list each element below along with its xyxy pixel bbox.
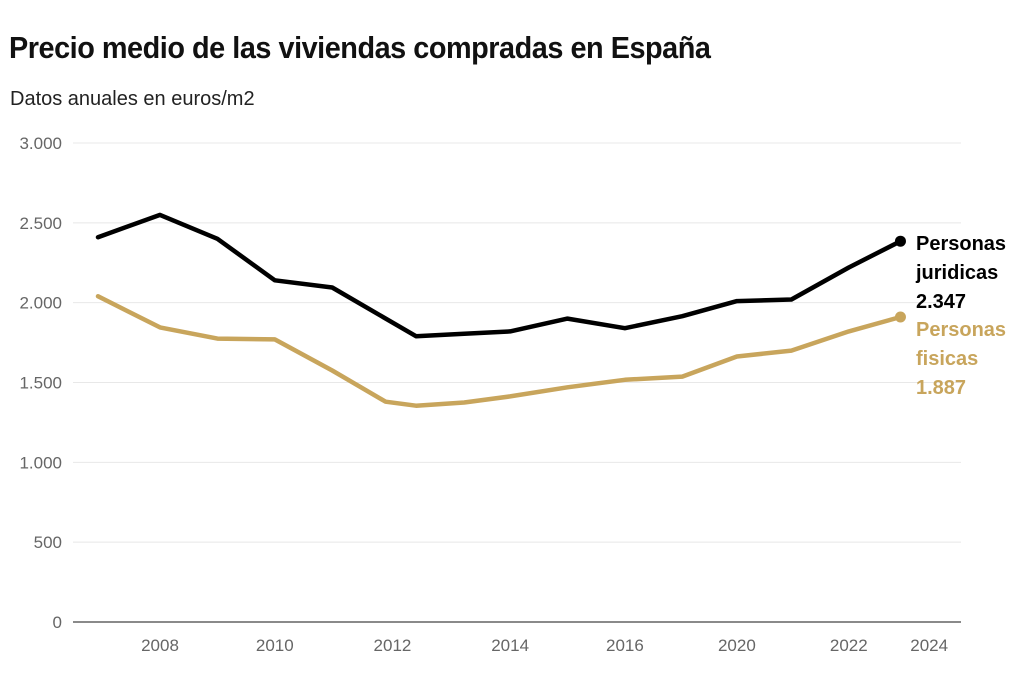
- series-label: juridicas: [915, 262, 998, 284]
- x-tick-label: 2022: [830, 636, 868, 655]
- x-tick-label: 2008: [141, 636, 179, 655]
- x-axis-ticks: 2008 2010 2012 2014 2016 2020 2022 2024: [141, 636, 948, 655]
- x-tick-label: 2010: [256, 636, 294, 655]
- series-lines: [95, 212, 906, 408]
- series-end-labels: Personas juridicas 2.347 Personas fisicas 1.8…: [915, 233, 1006, 399]
- series-line-personas-juridicas: [95, 212, 903, 339]
- x-tick-label: 2014: [491, 636, 529, 655]
- chart-title: Precio medio de las viviendas compradas …: [9, 30, 711, 65]
- series-end-marker: [894, 235, 906, 247]
- series-label: Personas: [916, 233, 1006, 255]
- y-tick-label: 500: [34, 533, 62, 552]
- series-end-value: 1.887: [916, 377, 966, 399]
- y-tick-label: 2.000: [19, 294, 62, 313]
- y-tick-label: 2.500: [19, 214, 62, 233]
- y-tick-label: 0: [53, 613, 62, 632]
- x-tick-label: 2012: [374, 636, 412, 655]
- x-tick-label: 2016: [606, 636, 644, 655]
- x-tick-label: 2020: [718, 636, 756, 655]
- chart-subtitle: Datos anuales en euros/m2: [10, 88, 255, 110]
- y-tick-label: 1.000: [19, 453, 62, 472]
- y-axis-ticks: 0 500 1.000 1.500 2.000 2.500 3.000: [19, 134, 62, 632]
- y-tick-label: 3.000: [19, 134, 62, 153]
- series-label: Personas: [916, 319, 1006, 341]
- series-end-marker: [894, 311, 906, 323]
- series-end-value: 2.347: [916, 291, 966, 313]
- series-line-personas-fisicas: [95, 294, 903, 408]
- x-tick-label: 2024: [910, 636, 948, 655]
- series-label: fisicas: [916, 348, 978, 370]
- gridlines: [73, 142, 961, 623]
- y-tick-label: 1.500: [19, 374, 62, 393]
